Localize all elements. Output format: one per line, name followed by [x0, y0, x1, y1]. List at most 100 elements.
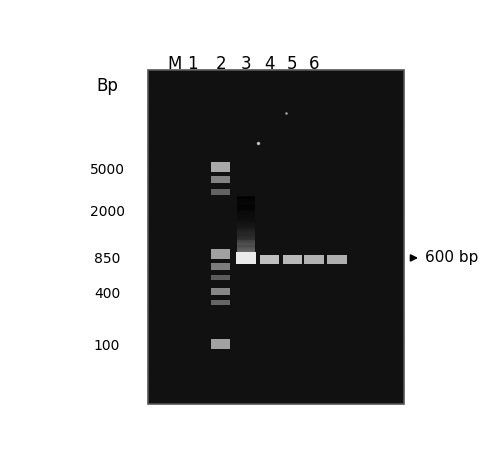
Point: [372, 185, 380, 192]
Point: [244, 365, 252, 372]
Point: [367, 88, 375, 96]
Point: [181, 202, 189, 209]
Point: [168, 328, 176, 335]
Point: [308, 195, 316, 202]
Point: [342, 367, 349, 375]
Point: [264, 315, 272, 322]
Point: [175, 281, 183, 288]
Point: [238, 140, 246, 147]
Point: [273, 245, 281, 252]
Point: [144, 161, 152, 169]
Point: [333, 215, 341, 222]
Point: [264, 87, 272, 94]
Point: [334, 367, 342, 375]
Point: [226, 328, 234, 336]
Point: [353, 129, 361, 136]
Point: [292, 387, 300, 395]
Point: [390, 400, 398, 407]
Point: [256, 94, 264, 102]
Point: [292, 190, 300, 198]
Point: [370, 196, 378, 204]
Point: [246, 204, 254, 212]
Point: [170, 198, 178, 205]
Point: [266, 289, 274, 296]
Point: [264, 190, 272, 198]
Point: [249, 152, 257, 160]
Point: [341, 257, 349, 264]
Point: [236, 263, 244, 270]
Point: [177, 251, 185, 258]
Point: [230, 179, 238, 186]
Point: [290, 106, 298, 114]
Point: [194, 249, 202, 256]
Point: [227, 325, 235, 333]
Point: [392, 103, 400, 110]
Point: [362, 157, 370, 164]
Point: [164, 345, 172, 352]
Point: [185, 359, 193, 366]
Point: [191, 207, 199, 214]
Point: [378, 330, 386, 338]
Point: [228, 144, 236, 151]
Point: [375, 199, 383, 206]
Point: [330, 346, 338, 354]
Point: [196, 119, 204, 126]
Point: [146, 278, 154, 286]
Point: [280, 280, 287, 287]
Point: [384, 109, 392, 116]
Point: [389, 110, 397, 117]
Point: [320, 212, 328, 219]
Point: [320, 326, 328, 333]
Point: [352, 310, 360, 318]
Point: [234, 328, 242, 335]
Point: [169, 86, 177, 93]
Point: [270, 383, 278, 390]
Point: [329, 213, 337, 221]
Point: [246, 98, 254, 105]
Point: [372, 161, 380, 169]
Point: [322, 280, 330, 287]
Point: [393, 72, 401, 79]
Point: [325, 84, 333, 91]
Point: [238, 267, 246, 274]
Point: [177, 227, 185, 235]
Point: [254, 238, 262, 246]
Point: [212, 264, 220, 272]
Point: [292, 383, 300, 390]
Point: [316, 209, 324, 216]
Point: [294, 260, 302, 267]
Point: [284, 303, 292, 310]
Point: [174, 134, 182, 141]
Point: [261, 292, 269, 299]
Point: [350, 295, 358, 303]
Point: [252, 293, 260, 301]
Point: [227, 169, 235, 176]
Point: [326, 230, 334, 237]
Point: [324, 159, 332, 167]
Point: [368, 247, 376, 255]
Point: [289, 312, 297, 320]
Point: [186, 134, 194, 142]
Point: [294, 100, 302, 108]
Point: [264, 315, 272, 322]
Point: [381, 384, 389, 391]
Point: [287, 220, 295, 227]
Point: [332, 317, 340, 325]
Point: [208, 293, 216, 300]
Point: [246, 79, 254, 86]
Point: [154, 187, 162, 195]
Point: [387, 372, 395, 379]
Point: [270, 380, 278, 388]
Point: [348, 103, 356, 110]
Point: [208, 132, 216, 139]
Point: [282, 338, 290, 345]
Point: [197, 165, 205, 173]
Point: [170, 340, 178, 347]
Point: [381, 353, 389, 361]
Point: [272, 166, 280, 174]
Point: [322, 183, 330, 191]
Point: [326, 360, 334, 368]
Point: [342, 248, 350, 255]
Point: [306, 365, 314, 372]
Point: [282, 146, 290, 153]
